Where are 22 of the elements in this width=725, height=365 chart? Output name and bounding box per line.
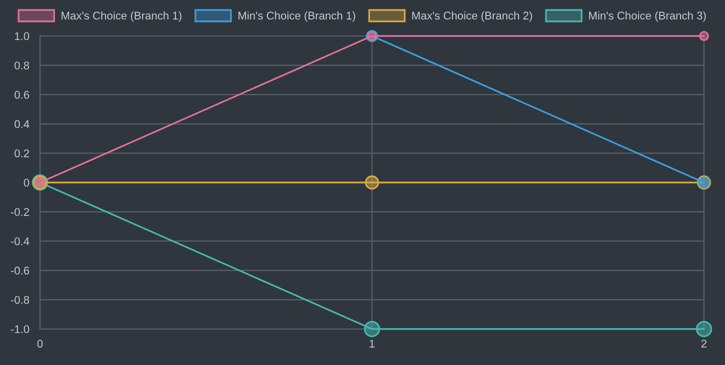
- y-tick-label: -0.8: [10, 296, 30, 304]
- y-tick-label: 0.2: [14, 149, 30, 158]
- point: [364, 320, 380, 338]
- legend-label: Max's Choice (Branch 2): [412, 11, 532, 22]
- y-tick-label: 1.0: [14, 32, 30, 40]
- y-tick-label: -0.4: [10, 237, 30, 246]
- point: [696, 320, 712, 338]
- y-tick-label: -0.2: [10, 208, 30, 216]
- y-tick-label: -1.0: [10, 325, 30, 334]
- y-tick-label: 0: [24, 178, 30, 187]
- x-tick-label: 2: [701, 340, 707, 348]
- y-tick-label: 0.4: [14, 120, 30, 128]
- point: [364, 175, 380, 190]
- legend-label: Min's Choice (Branch 1): [238, 11, 356, 22]
- x-tick-label: 1: [370, 340, 375, 348]
- y-tick-label: 0.8: [14, 62, 30, 70]
- legend-label: Max's Choice (Branch 1): [62, 11, 182, 22]
- legend-label: Min's Choice (Branch 3): [589, 11, 706, 22]
- y-tick-label: -0.6: [10, 266, 30, 275]
- point: [699, 31, 709, 41]
- y-tick-label: 0.6: [14, 90, 30, 99]
- x-tick-label: 0: [37, 340, 43, 348]
